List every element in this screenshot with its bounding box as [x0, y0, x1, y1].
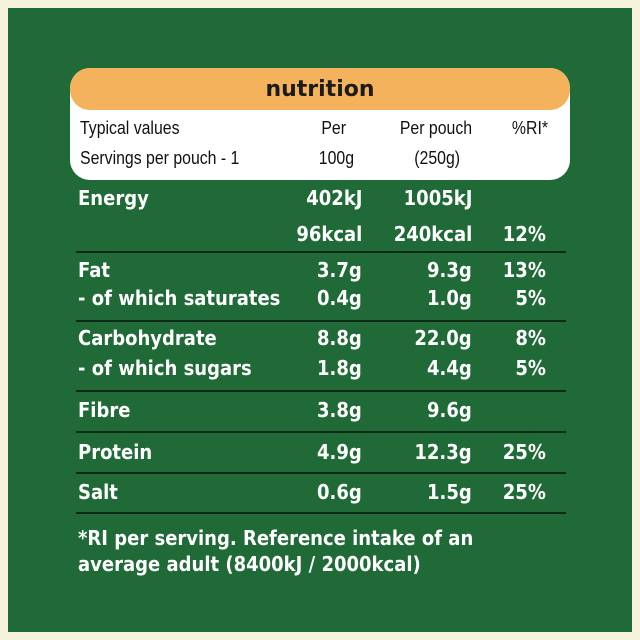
row-perpouch: 9.6g — [427, 398, 472, 422]
row-label: Protein — [78, 440, 153, 464]
row-per100: 3.8g — [317, 398, 362, 422]
row-ri: 25% — [502, 480, 546, 504]
row-per100: 402kJ — [305, 186, 362, 210]
row-per100: 3.7g — [317, 258, 362, 282]
nutrition-header-card: nutrition — [70, 68, 570, 180]
row-per100: 1.8g — [317, 356, 362, 380]
footnote-line-2: average adult (8400kJ / 2000kcal) — [78, 552, 421, 576]
row-label: Energy — [78, 186, 149, 210]
per-pouch-weight-header: (250g) — [414, 148, 460, 168]
row-label: Carbohydrate — [78, 326, 217, 350]
row-label: Fibre — [78, 398, 131, 422]
row-ri: 25% — [502, 440, 546, 464]
row-ri: 5% — [515, 286, 546, 310]
row-perpouch: 1005kJ — [403, 186, 472, 210]
divider — [76, 512, 566, 514]
row-perpouch: 12.3g — [414, 440, 472, 464]
row-per100: 4.9g — [317, 440, 362, 464]
row-perpouch: 1.0g — [427, 286, 472, 310]
divider — [76, 251, 566, 253]
row-perpouch: 22.0g — [414, 326, 472, 350]
per-100g-header: 100g — [318, 148, 354, 168]
row-ri: 5% — [515, 356, 546, 380]
divider — [76, 472, 566, 474]
row-per100: 0.4g — [317, 286, 362, 310]
servings-per-pouch-label: Servings per pouch - 1 — [80, 148, 240, 168]
per-header: Per — [321, 118, 346, 138]
row-perpouch: 240kcal — [393, 222, 472, 246]
row-per100: 96kcal — [295, 222, 362, 246]
typical-values-label: Typical values — [80, 118, 180, 138]
ri-header: %RI* — [511, 118, 548, 138]
row-per100: 0.6g — [317, 480, 362, 504]
row-ri: 8% — [515, 326, 546, 350]
footnote-line-1: *RI per serving. Reference intake of an — [78, 526, 474, 550]
row-label: Salt — [78, 480, 118, 504]
divider — [76, 320, 566, 322]
row-label: - of which sugars — [78, 356, 252, 380]
row-per100: 8.8g — [317, 326, 362, 350]
row-perpouch: 9.3g — [427, 258, 472, 282]
row-label: Fat — [78, 258, 110, 282]
row-perpouch: 1.5g — [427, 480, 472, 504]
divider — [76, 431, 566, 433]
row-ri: 13% — [502, 258, 546, 282]
divider — [76, 390, 566, 392]
row-perpouch: 4.4g — [427, 356, 472, 380]
row-label: - of which saturates — [78, 286, 281, 310]
row-ri: 12% — [502, 222, 546, 246]
nutrition-title: nutrition — [70, 68, 570, 110]
per-pouch-header: Per pouch — [399, 118, 472, 138]
